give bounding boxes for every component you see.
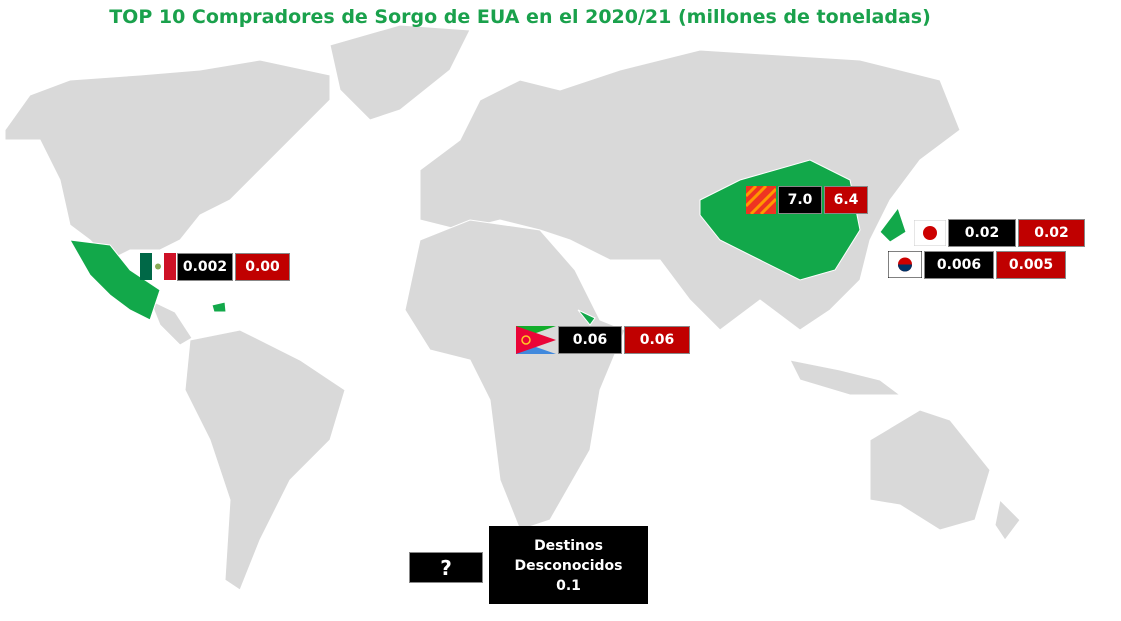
value-box: 6.4: [824, 186, 868, 214]
value-box: 0.002: [177, 253, 233, 281]
value-box: 0.06: [624, 326, 690, 354]
value-box: 0.02: [948, 219, 1016, 247]
unknown-label: Destinos Desconocidos: [514, 538, 623, 574]
flag: [888, 251, 922, 278]
value-box: 0.00: [235, 253, 290, 281]
title: TOP 10 Compradores de Sorgo de EUA en el…: [109, 6, 931, 28]
flag: [516, 326, 556, 354]
unknown-box: Destinos Desconocidos 0.1: [489, 526, 648, 604]
unknown-value: 0.1: [556, 578, 581, 594]
value-box: 0.005: [996, 251, 1066, 279]
value-box: 0.06: [558, 326, 622, 354]
flag: [914, 220, 946, 246]
value-box: 0.006: [924, 251, 994, 279]
value-box: 0.02: [1018, 219, 1085, 247]
flag: [746, 186, 776, 214]
value-box: 7.0: [778, 186, 822, 214]
unknown-mark: ?: [409, 552, 483, 583]
flag: [140, 253, 176, 280]
